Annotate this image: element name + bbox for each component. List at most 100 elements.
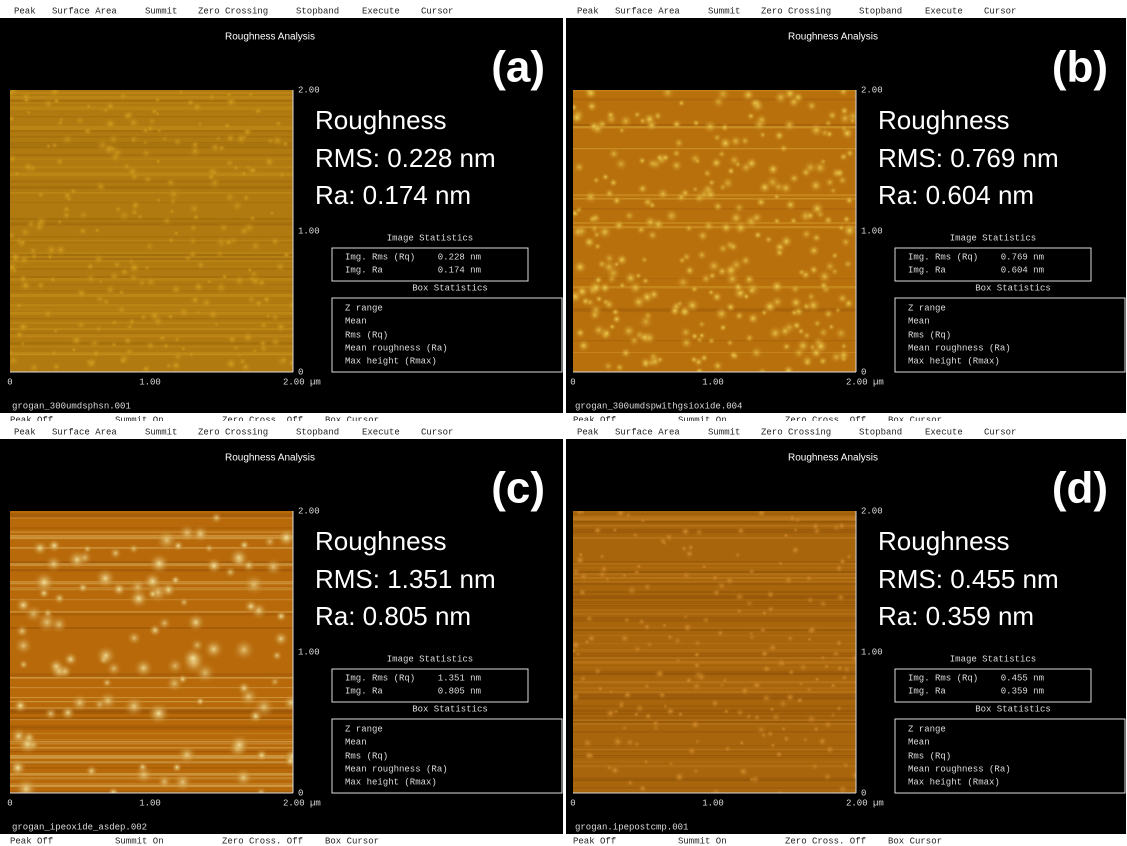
menu-item[interactable]: Execute xyxy=(362,6,400,16)
afm-grain xyxy=(16,733,38,755)
afm-grain xyxy=(66,195,73,202)
menu-item[interactable]: Peak xyxy=(14,6,36,16)
menu-item[interactable]: Cursor xyxy=(421,427,453,437)
afm-grain xyxy=(77,582,89,594)
afm-grain xyxy=(770,279,785,294)
afm-grain xyxy=(710,156,723,169)
afm-grain xyxy=(224,158,235,169)
afm-grain xyxy=(701,563,708,570)
afm-grain xyxy=(666,633,674,641)
afm-grain xyxy=(605,763,614,772)
afm-grain xyxy=(797,268,806,277)
y-tick-label: 0 xyxy=(861,788,866,798)
y-tick-label: 0 xyxy=(298,788,303,798)
menu-item[interactable]: Cursor xyxy=(984,427,1016,437)
afm-grain xyxy=(767,643,777,653)
menu-item[interactable]: Stopband xyxy=(296,427,339,437)
afm-grain xyxy=(577,339,591,353)
afm-grain xyxy=(218,222,229,233)
box-stat-label: Mean roughness (Ra) xyxy=(908,343,1011,353)
afm-grain xyxy=(775,750,784,759)
afm-streak xyxy=(10,747,293,749)
afm-grain xyxy=(680,187,691,198)
menu-item[interactable]: Summit xyxy=(708,427,740,437)
afm-grain xyxy=(673,636,683,646)
box-stat-label: Rms (Rq) xyxy=(345,330,388,340)
afm-grain xyxy=(118,91,129,102)
afm-grain xyxy=(140,148,151,159)
menu-item[interactable]: Surface Area xyxy=(52,6,117,16)
afm-grain xyxy=(636,224,647,235)
afm-grain xyxy=(782,735,790,743)
afm-grain xyxy=(270,236,281,247)
afm-image xyxy=(8,511,300,801)
stat-label: Img. Rms (Rq) xyxy=(345,673,415,683)
panel-label: (b) xyxy=(1052,43,1108,92)
afm-grain xyxy=(103,117,117,131)
afm-grain xyxy=(790,545,800,555)
afm-grain xyxy=(172,136,183,147)
menu-item[interactable]: Summit xyxy=(145,427,177,437)
afm-grain xyxy=(255,749,268,762)
menu-item[interactable]: Zero Crossing xyxy=(761,427,831,437)
afm-grain xyxy=(716,580,728,592)
afm-grain xyxy=(239,539,251,551)
afm-streak xyxy=(10,785,293,787)
afm-grain xyxy=(836,593,846,603)
menu-item[interactable]: Execute xyxy=(362,427,400,437)
menu-item[interactable]: Zero Crossing xyxy=(198,6,268,16)
menu-item[interactable]: Zero Crossing xyxy=(761,6,831,16)
afm-grain xyxy=(105,101,116,112)
menu-item[interactable]: Stopband xyxy=(859,427,902,437)
afm-grain xyxy=(643,682,651,690)
afm-grain xyxy=(145,340,156,351)
menu-item[interactable]: Execute xyxy=(925,6,963,16)
afm-grain xyxy=(796,696,804,704)
afm-grain xyxy=(758,131,766,139)
y-tick-label: 0 xyxy=(298,367,303,377)
afm-grain xyxy=(788,669,795,676)
menu-item[interactable]: Summit xyxy=(708,6,740,16)
afm-grain xyxy=(766,730,774,738)
menu-item[interactable]: Surface Area xyxy=(52,427,117,437)
afm-grain xyxy=(263,535,277,549)
menu-item[interactable]: Execute xyxy=(925,427,963,437)
afm-grain xyxy=(280,356,288,364)
afm-grain xyxy=(826,109,838,121)
afm-grain xyxy=(118,289,126,297)
menu-item[interactable]: Surface Area xyxy=(615,6,680,16)
menu-item[interactable]: Peak xyxy=(577,6,599,16)
afm-grain xyxy=(56,119,63,126)
roughness-line: RMS: 0.769 nm xyxy=(878,143,1059,173)
afm-grain xyxy=(122,110,133,121)
afm-grain xyxy=(85,764,98,777)
stat-value: 0.359 nm xyxy=(1001,686,1044,696)
menu-item[interactable]: Stopband xyxy=(296,6,339,16)
menu-item[interactable]: Surface Area xyxy=(615,427,680,437)
afm-grain xyxy=(265,313,272,320)
menu-item[interactable]: Zero Crossing xyxy=(198,427,268,437)
menu-item[interactable]: Peak xyxy=(577,427,599,437)
afm-grain xyxy=(746,111,756,121)
afm-grain xyxy=(179,597,189,607)
afm-grain xyxy=(759,626,767,634)
afm-grain xyxy=(578,588,587,597)
afm-grain xyxy=(603,329,611,337)
afm-grain xyxy=(641,276,650,285)
afm-grain xyxy=(200,296,214,310)
menu-item[interactable]: Peak xyxy=(14,427,36,437)
menu-item[interactable]: Stopband xyxy=(859,6,902,16)
afm-grain xyxy=(249,214,256,221)
afm-streak xyxy=(573,673,856,675)
afm-grain xyxy=(51,362,61,372)
afm-grain xyxy=(804,574,813,583)
menu-item[interactable]: Cursor xyxy=(984,6,1016,16)
afm-grain xyxy=(684,549,694,559)
afm-grain xyxy=(45,310,52,317)
menu-item[interactable]: Cursor xyxy=(421,6,453,16)
afm-grain xyxy=(694,527,704,537)
box-stat-label: Mean xyxy=(345,316,367,326)
afm-grain xyxy=(86,262,95,271)
menu-item[interactable]: Summit xyxy=(145,6,177,16)
afm-grain xyxy=(769,706,775,712)
